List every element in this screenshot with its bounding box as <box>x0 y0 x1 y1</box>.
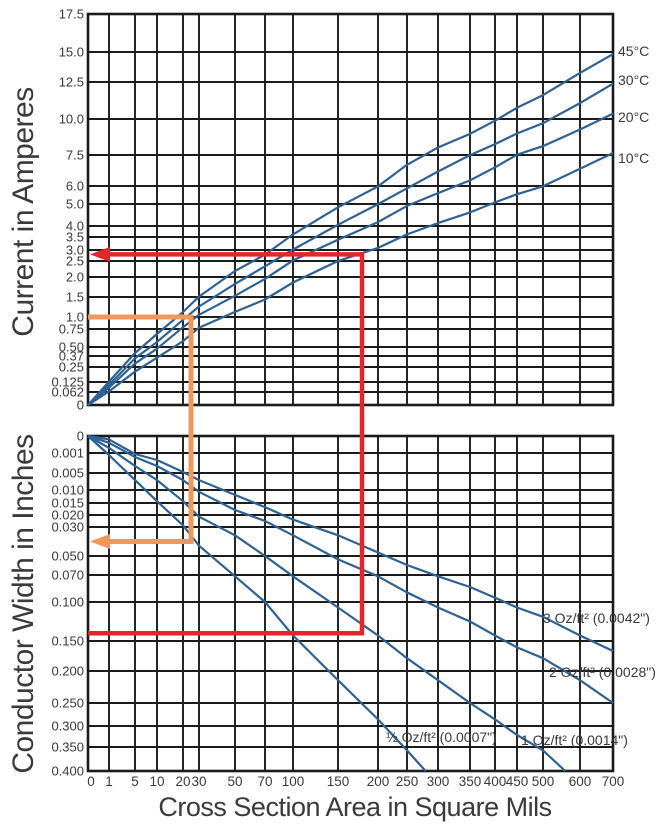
y-tick-label: 0.150 <box>51 634 84 649</box>
temp-curve-30c <box>87 82 614 406</box>
copper-weight-line-0 <box>87 435 427 772</box>
x-tick-label: 70 <box>257 774 272 789</box>
y-tick-label: 0.300 <box>51 719 84 734</box>
bottom-plot-border <box>86 434 615 773</box>
y-tick-label: 7.5 <box>66 148 84 163</box>
x-tick-label: 30 <box>191 774 206 789</box>
y-tick-label: 0.050 <box>51 549 84 564</box>
copper-weight-line-3 <box>87 434 614 652</box>
y-tick-label: 12.5 <box>59 75 84 90</box>
temp-curve-45c <box>87 53 614 406</box>
y-tick-label: 0.25 <box>59 360 84 375</box>
y-tick-label: 3.0 <box>66 243 84 258</box>
annotation-layer <box>88 246 365 636</box>
x-tick-label: 350 <box>459 774 482 789</box>
temp-curve-20c <box>87 112 614 406</box>
y-tick-label: 0.125 <box>51 375 84 390</box>
y-tick-label: 0.37 <box>59 349 84 364</box>
x-tick-label: 700 <box>602 774 625 789</box>
copper-weight-label: ½ Oz/ft² (0.0007") <box>386 729 497 745</box>
x-tick-label: 300 <box>427 774 450 789</box>
y-tick-label: 0.400 <box>51 764 84 779</box>
top-y-axis-title: Current in Amperes <box>7 87 40 336</box>
red-example-path-arrowhead <box>90 246 110 262</box>
y-tick-label: 1.0 <box>66 310 84 325</box>
y-tick-label: 0.070 <box>51 568 84 583</box>
x-tick-label: 200 <box>367 774 390 789</box>
x-tick-label: 600 <box>569 774 592 789</box>
orange-example-path <box>88 314 194 544</box>
temp-curve-10c <box>87 152 614 406</box>
y-tick-label: 0.015 <box>51 496 84 511</box>
y-tick-label: 0.062 <box>51 385 84 400</box>
y-tick-label: 2.5 <box>66 254 84 269</box>
copper-weight-label: 2 Oz/ft² (0.0028") <box>549 664 656 680</box>
x-tick-label: 50 <box>227 774 242 789</box>
y-tick-label: 5.0 <box>66 197 84 212</box>
x-tick-label: 0 <box>87 774 95 789</box>
x-tick-label: 500 <box>532 774 555 789</box>
y-tick-label: 0.50 <box>59 340 84 355</box>
y-tick-label: 1.5 <box>66 290 84 305</box>
y-tick-label: 0.010 <box>51 483 84 498</box>
temp-curve-label: 45°C <box>618 43 649 59</box>
y-tick-label: 2.0 <box>66 270 84 285</box>
x-tick-label: 100 <box>282 774 305 789</box>
y-tick-label: 0.350 <box>51 740 84 755</box>
y-tick-label: 3.5 <box>66 230 84 245</box>
copper-weight-line-1 <box>87 435 566 772</box>
copper-weight-label: 3 Oz/ft² (0.0042") <box>543 610 650 626</box>
y-tick-label: 6.0 <box>66 179 84 194</box>
temp-curve-label: 20°C <box>618 109 649 125</box>
x-axis-title: Cross Section Area in Square Mils <box>158 792 551 822</box>
y-tick-label: 0.005 <box>51 466 84 481</box>
y-tick-label: 0.001 <box>51 446 84 461</box>
series-labels-layer: 10°C 20°C 30°C 45°C ½ Oz/ft² (0.0007") 1 Oz/f… <box>386 43 656 748</box>
copper-weight-line-2 <box>87 434 614 704</box>
y-tick-label: 0.100 <box>51 595 84 610</box>
y-tick-label: 10.0 <box>59 112 84 127</box>
y-tick-label: 0.030 <box>51 520 84 535</box>
orange-example-path-arrowhead <box>90 534 110 549</box>
x-tick-label: 1 <box>105 774 113 789</box>
y-tick-label: 0.75 <box>59 322 84 337</box>
x-tick-label: 5 <box>131 774 139 789</box>
y-tick-label: 17.5 <box>59 7 84 22</box>
y-tick-label: 0 <box>77 398 84 413</box>
y-tick-label: 0.020 <box>51 508 84 523</box>
y-tick-label: 4.0 <box>66 219 84 234</box>
x-tick-label: 150 <box>327 774 350 789</box>
curves-layer <box>87 53 614 772</box>
x-tick-label: 250 <box>396 774 419 789</box>
x-tick-label: 400 <box>484 774 507 789</box>
tick-labels-layer: 0 1 5 10 20 30 50 70 100 150 200 250 300 350 400 450 500… <box>51 7 624 790</box>
temp-curve-label: 30°C <box>618 72 649 88</box>
y-tick-label: 0 <box>77 429 84 444</box>
temp-curve-label: 10°C <box>618 150 649 166</box>
y-tick-label: 0.250 <box>51 696 84 711</box>
x-tick-label: 450 <box>506 774 529 789</box>
x-tick-label: 20 <box>175 774 190 789</box>
x-tick-label: 10 <box>149 774 164 789</box>
y-tick-label: 15.0 <box>59 45 84 60</box>
y-tick-label: 0.200 <box>51 664 84 679</box>
red-example-path <box>88 252 365 636</box>
bottom-y-axis-title: Conductor Width in Inches <box>7 434 40 773</box>
copper-weight-label: 1 Oz/ft² (0.0014") <box>521 732 628 748</box>
top-plot-border <box>86 12 615 407</box>
grid-layer <box>86 12 615 773</box>
